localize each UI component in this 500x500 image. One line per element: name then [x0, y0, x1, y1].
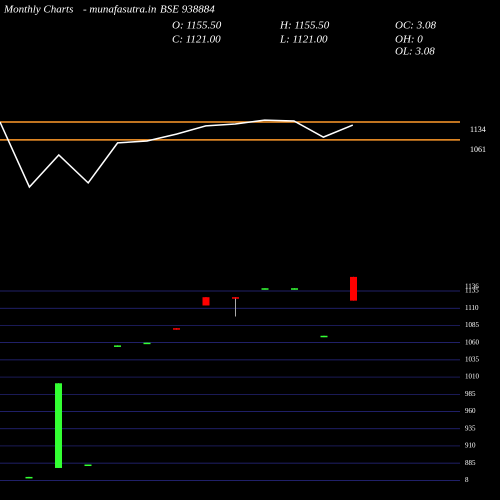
candle-body: [202, 297, 210, 306]
candle-body: [55, 383, 62, 468]
oc: OC: 3.08: [395, 20, 436, 32]
y-tick-label: 1060: [465, 338, 480, 346]
close: C: 1121.00: [172, 34, 221, 46]
y-tick-label: 985: [465, 390, 476, 398]
candle-body: [232, 297, 239, 299]
y-tick-label: 1135: [465, 287, 479, 295]
y-tick-label: 960: [465, 407, 476, 415]
candle-body: [114, 345, 121, 347]
y-tick-label: 1110: [465, 304, 479, 312]
y-tick-label: 910: [465, 442, 476, 450]
y-tick-label: 1061: [470, 145, 486, 154]
y-tick-label: 935: [465, 424, 476, 432]
oh: OH: 0: [395, 34, 423, 46]
candle-body: [261, 288, 269, 290]
y-tick-label: 1134: [470, 125, 486, 134]
open: O: 1155.50: [172, 20, 222, 32]
y-tick-label: 8: [465, 476, 469, 484]
candle-body: [84, 464, 92, 467]
last-label: 1136: [465, 283, 479, 291]
y-tick-label: 1035: [465, 355, 480, 363]
ol: OL: 3.08: [395, 46, 435, 58]
y-tick-label: 1085: [465, 321, 480, 329]
candle-body: [320, 335, 328, 338]
candle-body: [143, 342, 151, 345]
candle-body: [350, 276, 357, 301]
high: H: 1155.50: [279, 20, 330, 32]
candle-body: [173, 328, 180, 330]
price-line: [0, 119, 354, 189]
candle-body: [25, 476, 33, 479]
y-tick-label: 1010: [465, 373, 480, 381]
title: Monthly Charts: [3, 4, 73, 16]
site: - munafasutra.in: [83, 4, 157, 16]
low: L: 1121.00: [279, 34, 328, 46]
candle-body: [291, 288, 298, 290]
symbol: BSE 938884: [160, 4, 215, 16]
y-tick-label: 885: [465, 459, 476, 467]
